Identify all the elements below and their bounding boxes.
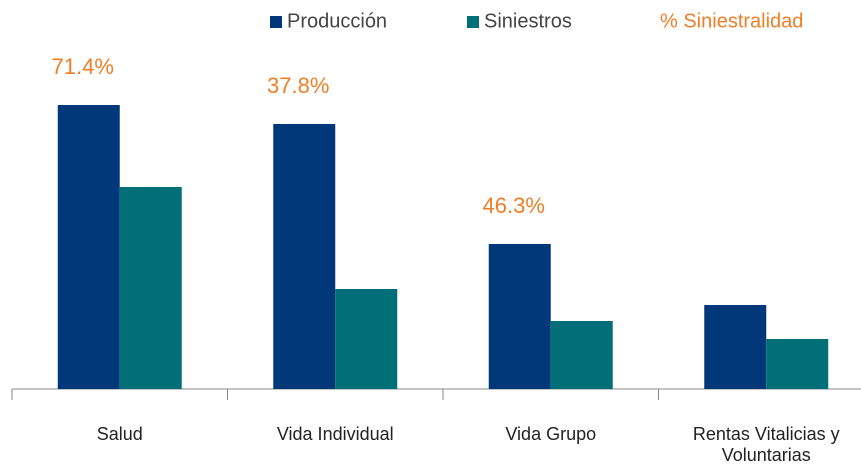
legend-label: % Siniestralidad [660, 10, 803, 32]
legend-label: Siniestros [484, 10, 572, 32]
bar [766, 339, 829, 389]
bar [57, 105, 120, 389]
legend-swatch [467, 16, 479, 28]
bar [488, 244, 551, 389]
ratio-label: 46.3% [483, 193, 545, 218]
x-tick-label: Vida Grupo [505, 424, 597, 444]
x-tick-label: Rentas Vitalicias y Voluntarias [692, 424, 840, 465]
legend-label: Producción [287, 10, 387, 32]
ratio-label: 71.4% [52, 54, 114, 79]
bar [335, 289, 398, 389]
bar [119, 187, 182, 389]
ratio-label: 37.8% [267, 73, 329, 98]
bar [704, 305, 767, 389]
bar [273, 124, 336, 389]
x-tick-label: Salud [96, 424, 143, 444]
bar [550, 321, 613, 389]
x-tick-label: Vida Individual [276, 424, 394, 444]
legend-swatch [270, 16, 282, 28]
